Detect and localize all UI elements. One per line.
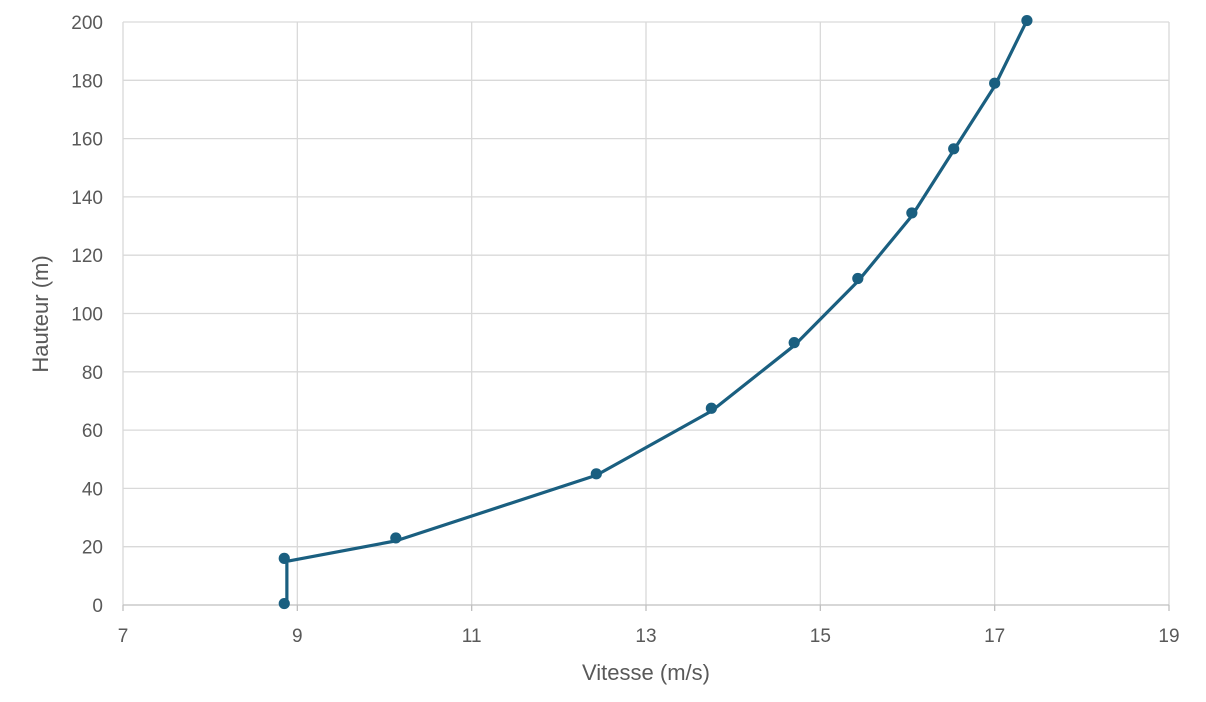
series-line — [285, 18, 1029, 606]
data-point — [590, 468, 602, 480]
y-tick-label: 140 — [71, 188, 103, 209]
y-axis-title: Hauteur (m) — [28, 255, 53, 372]
y-tick-label: 60 — [82, 421, 103, 442]
tick-labels: 0 20 40 60 80 100 120 140 160 180 200 7 9 11 13 15 17 19 — [71, 13, 1179, 647]
data-point — [948, 143, 960, 155]
x-tick-label: 15 — [810, 626, 831, 647]
grid — [122, 21, 1170, 605]
data-point — [278, 597, 290, 610]
x-tick-label: 7 — [118, 626, 129, 647]
data-point — [906, 207, 918, 219]
y-tick-label: 160 — [71, 130, 103, 151]
x-tick-label: 19 — [1158, 626, 1179, 647]
data-point — [1021, 14, 1033, 27]
y-tick-label: 20 — [82, 538, 103, 559]
data-point — [705, 402, 717, 414]
y-tick-label: 100 — [71, 305, 103, 326]
data-point — [788, 337, 800, 349]
x-tick-label: 17 — [984, 626, 1005, 647]
y-tick-label: 40 — [82, 479, 103, 500]
x-tick-label: 9 — [292, 626, 303, 647]
axes — [122, 604, 1170, 611]
y-tick-label: 0 — [92, 596, 103, 617]
y-tick-label: 80 — [82, 363, 103, 384]
y-tick-label: 120 — [71, 246, 103, 267]
series — [278, 14, 1033, 610]
data-point — [278, 552, 290, 564]
data-point — [852, 272, 864, 285]
data-point — [390, 532, 402, 544]
y-tick-label: 200 — [71, 13, 103, 34]
x-tick-label: 13 — [635, 626, 656, 647]
data-point — [989, 77, 1001, 89]
x-tick-label: 11 — [462, 626, 482, 647]
x-axis-title: Vitesse (m/s) — [582, 660, 710, 685]
y-tick-label: 180 — [71, 71, 103, 92]
